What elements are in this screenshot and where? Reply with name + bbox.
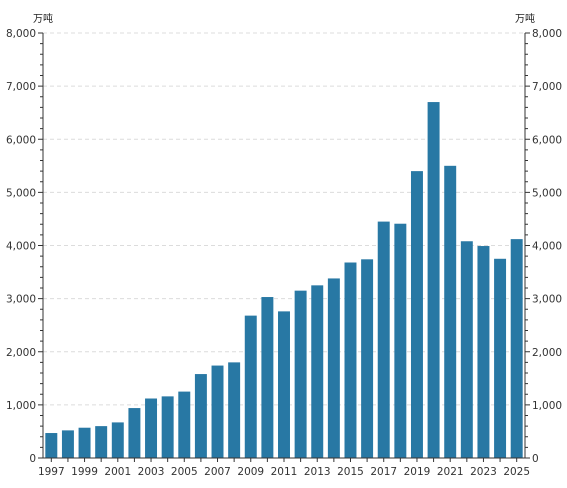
bar-2017 xyxy=(377,221,390,458)
bar-2007 xyxy=(211,365,224,458)
bar-2025 xyxy=(510,239,523,458)
bar-2018 xyxy=(394,223,407,458)
y-tick-label-left: 5,000 xyxy=(6,187,36,199)
bar-1997 xyxy=(45,433,58,458)
axes: 0 0 1,000 1,000 2,000 2,000 3,000 3,000 4,000 4,0… xyxy=(6,28,562,478)
x-tick-label: 2001 xyxy=(104,466,131,478)
x-tick-label: 2011 xyxy=(271,466,298,478)
bar-2011 xyxy=(278,311,290,458)
bar-2021 xyxy=(444,165,457,458)
y-tick-label-left: 2,000 xyxy=(6,347,36,359)
y-tick-label-left: 6,000 xyxy=(6,134,36,146)
y-tick-label-right: 7,000 xyxy=(532,81,562,93)
y-tick-label-left: 8,000 xyxy=(6,28,36,40)
bar-2005 xyxy=(178,391,191,458)
bar-2022 xyxy=(460,241,473,458)
y-tick-label-right: 6,000 xyxy=(532,134,562,146)
y-tick-label-left: 1,000 xyxy=(6,400,36,412)
y-tick-label-right: 8,000 xyxy=(532,28,562,40)
x-tick-label: 2021 xyxy=(437,466,464,478)
x-tick-label: 2017 xyxy=(370,466,397,478)
x-tick-label: 2019 xyxy=(404,466,431,478)
bar-2024 xyxy=(494,258,507,458)
bar-2012 xyxy=(294,290,307,458)
y-tick-label-right: 4,000 xyxy=(532,241,562,253)
bar-2000 xyxy=(95,426,108,458)
bar-2019 xyxy=(410,171,423,458)
x-tick-label: 2025 xyxy=(503,466,530,478)
y-tick-label-right: 5,000 xyxy=(532,187,562,199)
y-tick-label-right: 2,000 xyxy=(532,347,562,359)
x-tick-label: 1997 xyxy=(38,466,65,478)
bar-2014 xyxy=(327,278,340,458)
x-tick-label: 2015 xyxy=(337,466,364,478)
bar-2002 xyxy=(128,408,141,458)
y-axis-unit-right: 万吨 xyxy=(515,12,535,25)
y-tick-label-right: 1,000 xyxy=(532,400,562,412)
x-tick-label: 2007 xyxy=(204,466,231,478)
bar-2003 xyxy=(145,398,158,458)
y-tick-label-left: 7,000 xyxy=(6,81,36,93)
bar-2023 xyxy=(477,246,490,458)
bar-2004 xyxy=(161,396,174,458)
y-tick-label-left: 0 xyxy=(29,453,36,465)
x-tick-label: 2005 xyxy=(171,466,198,478)
x-tick-label: 2009 xyxy=(237,466,264,478)
bar-2010 xyxy=(261,297,274,458)
gridlines xyxy=(43,32,525,406)
y-tick-label-right: 3,000 xyxy=(532,294,562,306)
bar-2006 xyxy=(194,374,207,458)
bar-2020 xyxy=(427,102,440,458)
x-tick-label: 2013 xyxy=(304,466,331,478)
bar-1998 xyxy=(61,430,74,458)
bar-2015 xyxy=(344,262,357,458)
bar-2001 xyxy=(111,422,124,458)
bar-1999 xyxy=(78,427,91,458)
bar-2016 xyxy=(361,259,374,458)
x-tick-label: 2023 xyxy=(470,466,497,478)
y-tick-label-left: 3,000 xyxy=(6,294,36,306)
x-tick-label: 1999 xyxy=(71,466,98,478)
y-tick-label-right: 0 xyxy=(532,453,539,465)
x-tick-label: 2003 xyxy=(138,466,165,478)
bar-2013 xyxy=(311,285,324,458)
bar-2009 xyxy=(244,315,257,458)
y-axis-unit-left: 万吨 xyxy=(33,12,53,25)
bars xyxy=(45,102,523,458)
y-tick-label-left: 4,000 xyxy=(6,241,36,253)
bar-2008 xyxy=(228,362,241,458)
